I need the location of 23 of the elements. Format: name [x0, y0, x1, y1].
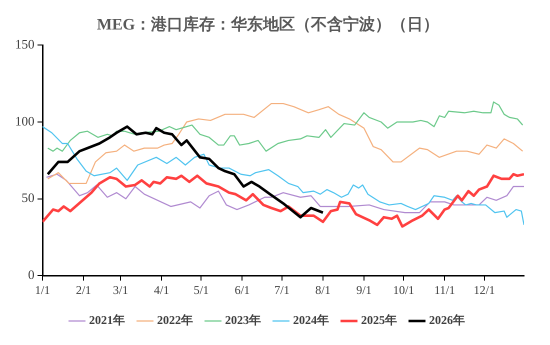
x-tick-label: 9/1	[356, 282, 372, 297]
legend-label: 2022年	[157, 313, 193, 328]
legend-label: 2023年	[225, 313, 261, 328]
x-tick-label: 12/1	[474, 282, 495, 297]
y-tick-label: 150	[15, 36, 34, 52]
y-tick-label: 100	[15, 113, 34, 128]
y-tick-label: 50	[22, 190, 34, 206]
x-tick-label: 10/1	[392, 282, 414, 297]
x-tick-label: 1/1	[34, 282, 50, 297]
x-tick-label: 4/1	[154, 282, 170, 297]
y-tick-label: 0	[28, 267, 34, 282]
x-tick-label: 5/1	[194, 282, 209, 297]
chart-title: MEG：港口库存：华东地区（不含宁波）（日）	[96, 14, 440, 34]
x-tick-label: 6/1	[234, 282, 250, 297]
legend-label: 2026年	[429, 313, 465, 328]
x-tick-label: 7/1	[274, 282, 290, 297]
legend-label: 2021年	[89, 313, 125, 328]
x-tick-label: 8/1	[315, 282, 331, 297]
legend-label: 2024年	[293, 313, 329, 328]
x-tick-label: 11/1	[434, 282, 456, 297]
x-tick-label: 2/1	[76, 282, 92, 297]
x-tick-label: 3/1	[112, 282, 128, 297]
legend-label: 2025年	[361, 313, 397, 328]
